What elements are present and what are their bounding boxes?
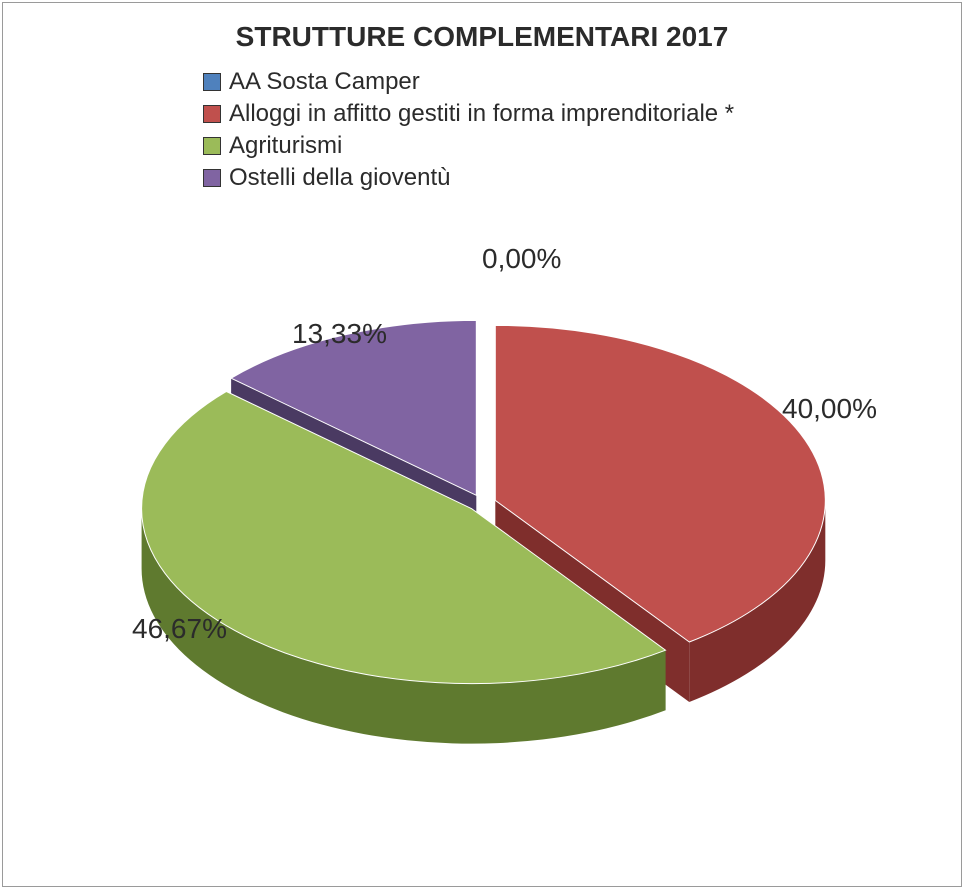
legend-item: Ostelli della gioventù xyxy=(203,163,734,193)
legend-item: Agriturismi xyxy=(203,131,734,161)
legend-swatch xyxy=(203,137,221,155)
legend-swatch xyxy=(203,105,221,123)
legend-swatch xyxy=(203,169,221,187)
legend-label: Agriturismi xyxy=(229,131,342,161)
legend-label: Ostelli della gioventù xyxy=(229,163,450,193)
legend-item: AA Sosta Camper xyxy=(203,67,734,97)
legend-label: AA Sosta Camper xyxy=(229,67,420,97)
legend-item: Alloggi in affitto gestiti in forma impr… xyxy=(203,99,734,129)
legend-swatch xyxy=(203,73,221,91)
pie-data-label: 13,33% xyxy=(292,318,387,350)
pie-data-label: 40,00% xyxy=(782,393,877,425)
chart-title: STRUTTURE COMPLEMENTARI 2017 xyxy=(3,21,961,53)
chart-frame: STRUTTURE COMPLEMENTARI 2017 AA Sosta Ca… xyxy=(2,2,962,887)
pie-chart: 0,00%40,00%46,67%13,33% xyxy=(72,263,892,823)
legend-label: Alloggi in affitto gestiti in forma impr… xyxy=(229,99,734,129)
pie-data-label: 46,67% xyxy=(132,613,227,645)
pie-data-label: 0,00% xyxy=(482,243,561,275)
legend: AA Sosta CamperAlloggi in affitto gestit… xyxy=(203,67,734,193)
